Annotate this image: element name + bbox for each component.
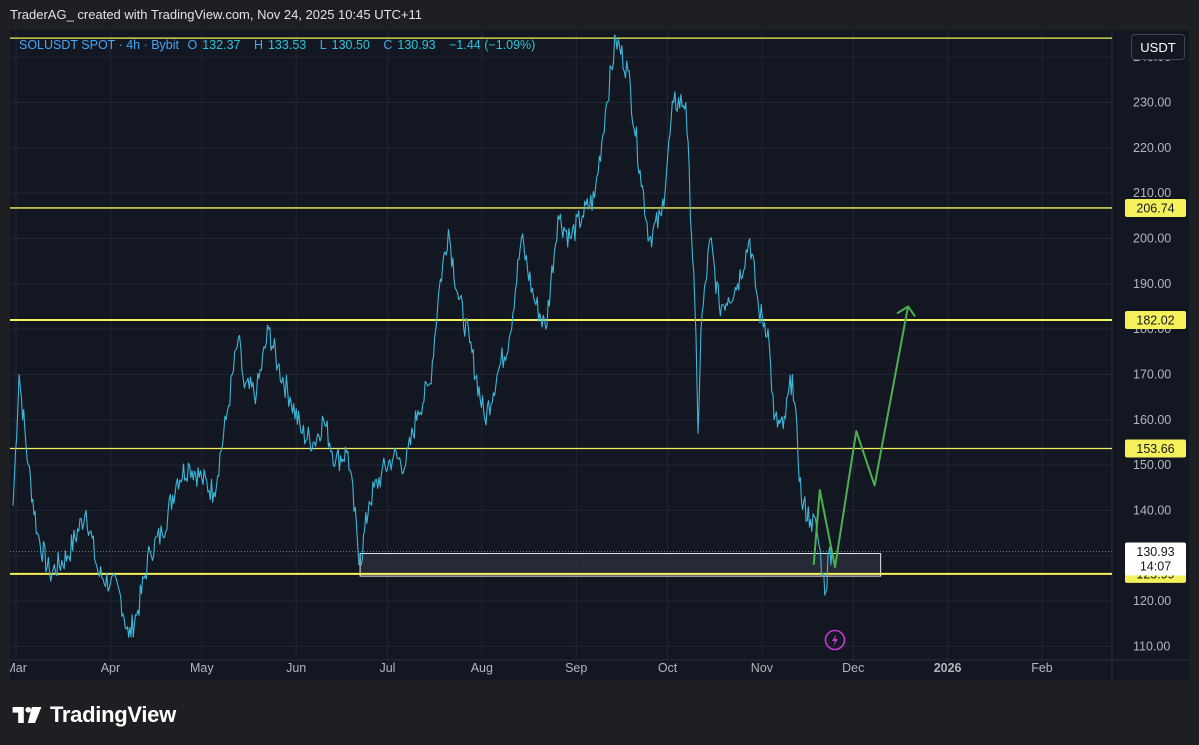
y-tick-label: 170.00	[1133, 367, 1171, 381]
ohlc-high: H 133.53	[254, 38, 311, 52]
level-price-tag: 206.74	[1125, 198, 1186, 217]
y-tick-label: 150.00	[1133, 458, 1171, 472]
x-tick-label: Mar	[10, 661, 27, 675]
x-tick-label: Sep	[565, 661, 587, 675]
y-tick-label: 140.00	[1133, 503, 1171, 517]
level-tag-box	[1125, 198, 1186, 217]
symbol-legend: SOLUSDT SPOT · 4h · Bybit O 132.37 H 133.5…	[19, 38, 540, 52]
price-series-line	[12, 34, 833, 638]
event-marker-circle	[824, 629, 846, 651]
x-tick-label: 2026	[934, 661, 962, 675]
y-tick-label: 160.00	[1133, 413, 1171, 427]
y-tick-label: 190.00	[1133, 277, 1171, 291]
level-tag-text: 182.02	[1136, 313, 1174, 327]
attribution-text: TraderAG_ created with TradingView.com, …	[10, 7, 423, 22]
x-tick-label: May	[190, 661, 214, 675]
bar-countdown: 14:07	[1140, 560, 1171, 574]
level-tag-box	[1125, 439, 1186, 458]
level-price-tag: 153.66	[1125, 439, 1186, 458]
x-tick-label: Nov	[751, 661, 774, 675]
chart-background	[10, 30, 1189, 680]
open-label: O	[187, 38, 198, 52]
chart-canvas[interactable]: 110.00120.00130.00140.00150.00160.00170.…	[10, 30, 1189, 680]
price-change: −1.44 (−1.09%)	[449, 38, 536, 52]
level-price-tag: 182.02	[1125, 310, 1186, 329]
open-value: 132.37	[202, 38, 241, 52]
footer: TradingView	[0, 680, 1199, 745]
currency-button[interactable]: USDT	[1131, 34, 1185, 60]
x-tick-label: Dec	[842, 661, 864, 675]
level-tag-box	[1125, 310, 1186, 329]
close-value: 130.93	[397, 38, 436, 52]
y-tick-label: 220.00	[1133, 141, 1171, 155]
ohlc-close: C 130.93	[383, 38, 440, 52]
last-price-box	[1125, 542, 1186, 576]
y-tick-label: 210.00	[1133, 186, 1171, 200]
level-tag-text: 206.74	[1136, 201, 1174, 215]
projection-arrowhead	[896, 305, 916, 318]
x-tick-label: Feb	[1031, 661, 1053, 675]
x-tick-label: Oct	[658, 661, 678, 675]
low-value: 130.50	[331, 38, 370, 52]
projection-path	[812, 306, 909, 569]
low-label: L	[319, 38, 327, 52]
close-label: C	[383, 38, 393, 52]
symbol-name[interactable]: SOLUSDT SPOT · 4h · Bybit	[19, 38, 180, 52]
y-tick-label: 230.00	[1133, 96, 1171, 110]
x-tick-label: Jun	[286, 661, 306, 675]
level-tag-text: 153.66	[1136, 442, 1174, 456]
y-tick-label: 200.00	[1133, 231, 1171, 245]
x-tick-label: Aug	[471, 661, 493, 675]
ohlc-low: L 130.50	[320, 38, 375, 52]
tradingview-logo-text: TradingView	[50, 702, 176, 727]
y-tick-label: 110.00	[1133, 639, 1170, 653]
x-tick-label: Jul	[379, 661, 395, 675]
attribution-header: TraderAG_ created with TradingView.com, …	[0, 0, 1199, 30]
high-label: H	[253, 38, 263, 52]
tradingview-logo[interactable]: TradingView	[12, 702, 176, 728]
ohlc-open: O 132.37	[188, 38, 246, 52]
lightning-icon	[831, 634, 838, 646]
tradingview-logo-icon	[12, 707, 42, 723]
price-chart[interactable]: 110.00120.00130.00140.00150.00160.00170.…	[10, 30, 1189, 680]
high-value: 133.53	[267, 38, 307, 52]
y-tick-label: 120.00	[1133, 594, 1171, 608]
x-tick-label: Apr	[101, 661, 120, 675]
last-price-value: 130.93	[1136, 545, 1174, 559]
support-zone	[359, 552, 882, 577]
